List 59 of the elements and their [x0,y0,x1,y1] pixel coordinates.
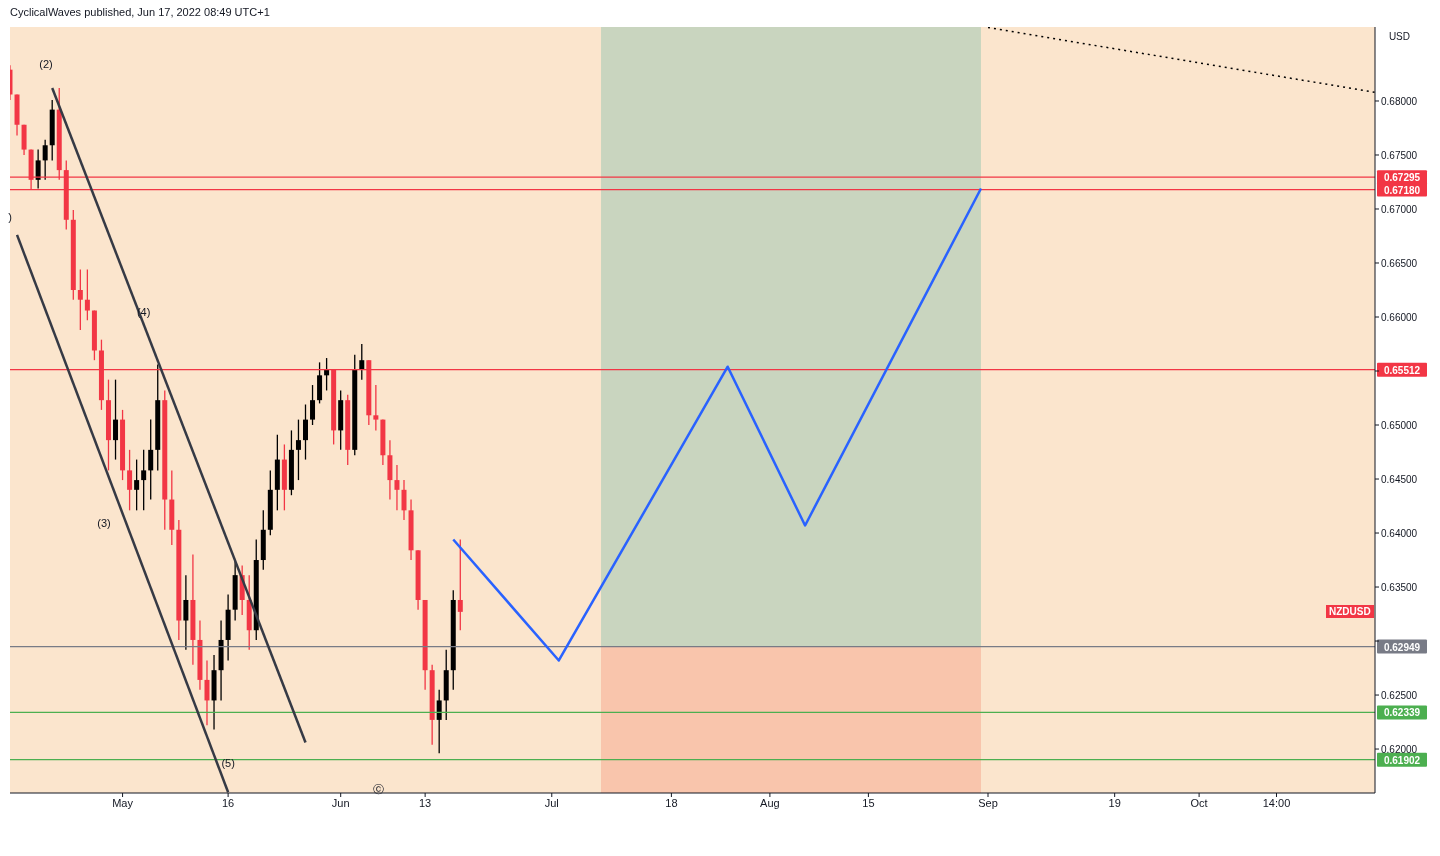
annotation: (5) [221,757,235,770]
candlestick [303,403,308,461]
annotation: ) [8,211,12,223]
x-tick-label: 15 [862,796,875,809]
ref-line-label: 0.67180 [1383,184,1421,196]
ref-line-label: 0.62339 [1383,707,1421,719]
candlestick [183,574,189,651]
x-tick-label: May [112,796,134,809]
candlestick [35,148,41,190]
x-tick-label: Jul [544,796,559,809]
x-tick-label: Oct [1190,796,1208,809]
x-tick-label: 19 [1108,796,1121,809]
x-tick-label: 14:00 [1262,796,1291,809]
x-tick-label: Jun [331,796,350,809]
y-tick-label: 0.62000 [1381,743,1418,755]
candlestick [148,418,154,501]
y-tick-label: 0.64500 [1381,473,1418,485]
candlestick [310,384,316,426]
ref-line-label: 0.61902 [1383,754,1421,766]
ref-line-label: 0.67295 [1383,172,1421,184]
y-tick-label: 0.65000 [1381,419,1418,431]
candlestick [77,268,83,331]
y-axis-title: USD [1388,31,1410,43]
candlestick [84,268,90,321]
y-tick-label: 0.62500 [1381,689,1418,701]
candlestick [134,458,140,511]
y-tick-label: 0.67500 [1381,149,1418,161]
line-series [452,187,983,662]
x-tick-label: 18 [665,796,678,809]
candlestick [359,343,365,381]
x-tick-label: 16 [221,796,235,809]
annotation: (2) [39,58,53,70]
ref-line-label: 0.65512 [1383,364,1421,376]
x-tick-label: Aug [760,796,780,809]
candlestick [436,688,442,755]
y-tick-label: 0.68000 [1381,95,1418,107]
candlestick [394,464,400,511]
candlestick [113,379,119,461]
candlestick [141,449,147,511]
candlestick [373,384,379,432]
x-tick-label: 13 [419,796,432,809]
annotation: (3) [97,517,111,529]
y-tick-label: 0.66500 [1381,257,1418,269]
annotation: NZDUSD [1326,605,1374,618]
candlestick [401,479,407,521]
annotation: ⓒ [372,781,384,797]
candlestick [204,659,210,726]
x-tick-label: Sep [978,796,998,809]
y-tick-label: 0.66000 [1381,311,1418,323]
y-tick-label: 0.64000 [1381,527,1418,539]
ref-line-label: 0.62949 [1383,641,1421,653]
candlestick [324,357,330,392]
y-tick-label: 0.63500 [1381,581,1418,593]
y-tick-label: 0.67000 [1381,203,1418,215]
candlestick [127,449,133,511]
chart-title: CyclicalWaves published, Jun 17, 2022 08:49 UTC+1 [10,6,270,18]
candlestick [42,139,48,181]
candlestick [457,538,463,631]
candlestick [295,418,301,481]
